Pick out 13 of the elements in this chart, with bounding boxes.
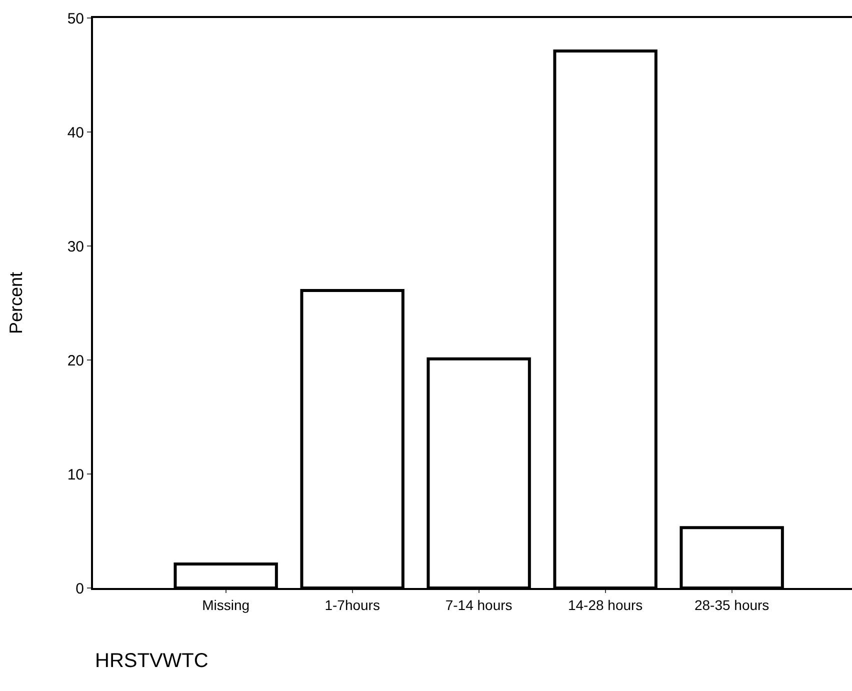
x-tick-label: 7-14 hours xyxy=(445,596,512,613)
y-axis-title: Percent xyxy=(6,272,26,334)
y-tick-label: 20 xyxy=(67,352,84,370)
x-axis-title: HRSTVWTC xyxy=(95,650,208,672)
x-tick-label: Missing xyxy=(202,596,250,613)
x-tick-label: 28-35 hours xyxy=(694,596,770,613)
y-tick-label: 50 xyxy=(67,10,84,28)
y-tick-label: 10 xyxy=(67,466,84,484)
y-tick-label: 40 xyxy=(67,124,84,142)
x-tick-label: 14-28 hours xyxy=(568,596,643,613)
x-tick-label: 1-7hours xyxy=(324,596,380,613)
y-tick-label: 30 xyxy=(67,238,84,256)
y-tick-label: 0 xyxy=(76,580,84,598)
